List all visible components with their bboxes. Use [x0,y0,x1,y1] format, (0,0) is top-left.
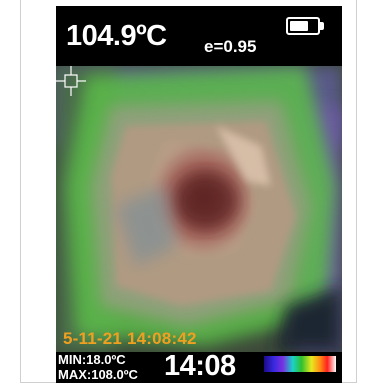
info-bar: MIN:18.0ºC MAX:108.0ºC 14:08 [56,350,342,383]
thermal-image-view: 5-11-21 14:08:42 [56,66,342,352]
battery-tip-icon [320,22,324,30]
frame-border-left [20,0,21,383]
battery-level-fill [290,21,308,31]
frame-border-right [356,0,357,383]
clock-time: 14:08 [164,350,236,382]
color-palette-scale [264,356,336,372]
center-temperature-readout: 104.9ºC [66,20,167,52]
max-temperature: MAX:108.0ºC [58,367,138,382]
status-bar: 104.9ºC e=0.95 [56,6,342,66]
thermal-camera-screen: 104.9ºC e=0.95 [56,6,342,383]
battery-icon [286,17,320,35]
capture-timestamp: 5-11-21 14:08:42 [63,329,197,348]
min-temperature: MIN:18.0ºC [58,352,126,367]
emissivity-readout: e=0.95 [204,37,257,56]
thermal-image [56,66,342,352]
crosshair-icon [56,66,86,96]
